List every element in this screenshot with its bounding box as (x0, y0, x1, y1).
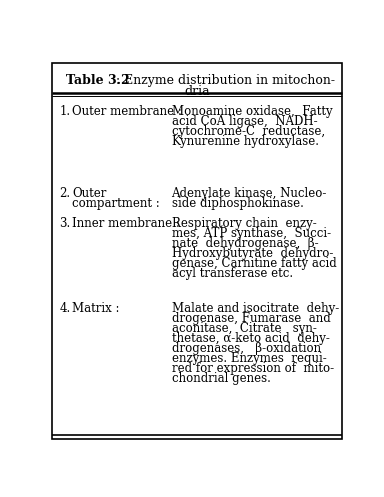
Text: chondrial genes.: chondrial genes. (172, 372, 270, 386)
Text: acyl transferase etc.: acyl transferase etc. (172, 267, 293, 280)
Text: Outer membrane :: Outer membrane : (73, 105, 182, 118)
Text: thetase, α-keto acid  dehy-: thetase, α-keto acid dehy- (172, 332, 329, 345)
Text: 1.: 1. (59, 105, 70, 118)
Text: drogenases,   β-oxidation: drogenases, β-oxidation (172, 342, 321, 355)
Text: Malate and isocitrate  dehy-: Malate and isocitrate dehy- (172, 302, 339, 315)
Text: Hydroxybutyrate  dehydro-: Hydroxybutyrate dehydro- (172, 247, 333, 260)
Text: cytochrome-C  reductase,: cytochrome-C reductase, (172, 125, 324, 138)
Text: Outer: Outer (73, 187, 107, 200)
Text: Kynurenine hydroxylase.: Kynurenine hydroxylase. (172, 135, 318, 148)
Text: acid CoA ligase,  NADH-: acid CoA ligase, NADH- (172, 115, 317, 128)
Text: compartment :: compartment : (73, 197, 160, 210)
Text: side diphosphokinase.: side diphosphokinase. (172, 197, 303, 210)
Text: red for expression of  mito-: red for expression of mito- (172, 362, 334, 375)
Text: genase, Carnitine fatty acid: genase, Carnitine fatty acid (172, 257, 336, 270)
Text: Inner membrane :: Inner membrane : (73, 217, 180, 230)
Text: Table 3.2: Table 3.2 (66, 74, 130, 87)
Text: Adenylate kinase, Nucleo-: Adenylate kinase, Nucleo- (172, 187, 327, 200)
Text: Respiratory chain  enzy-: Respiratory chain enzy- (172, 217, 316, 230)
Text: 3.: 3. (59, 217, 71, 230)
Text: dria: dria (184, 84, 210, 97)
Text: nate  dehydrogenase,  β-: nate dehydrogenase, β- (172, 237, 318, 250)
Text: aconitase,  Citrate   syn-: aconitase, Citrate syn- (172, 322, 316, 335)
Text: drogenase, Fumarase  and: drogenase, Fumarase and (172, 312, 330, 325)
Text: enzymes. Enzymes  requi-: enzymes. Enzymes requi- (172, 352, 326, 365)
Text: 2.: 2. (59, 187, 70, 200)
Text: 4.: 4. (59, 302, 71, 315)
Text: : Enzyme distribution in mitochon-: : Enzyme distribution in mitochon- (112, 74, 335, 87)
Text: Monoamine oxidase,  Fatty: Monoamine oxidase, Fatty (172, 105, 332, 118)
Text: mes, ATP synthase,  Succi-: mes, ATP synthase, Succi- (172, 227, 331, 240)
Text: Matrix :: Matrix : (73, 302, 120, 315)
